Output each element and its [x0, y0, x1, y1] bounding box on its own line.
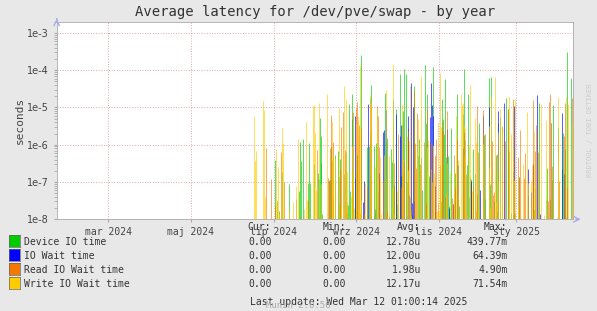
Text: 0.00: 0.00 — [323, 237, 346, 247]
Text: Min:: Min: — [322, 221, 346, 231]
Text: 0.00: 0.00 — [323, 279, 346, 289]
Title: Average latency for /dev/pve/swap - by year: Average latency for /dev/pve/swap - by y… — [135, 5, 495, 19]
Text: Cur:: Cur: — [248, 221, 271, 231]
Text: Munin 2.0.56: Munin 2.0.56 — [266, 301, 331, 310]
Text: 4.90m: 4.90m — [478, 265, 507, 275]
Text: 12.00u: 12.00u — [386, 251, 421, 261]
Text: 0.00: 0.00 — [248, 279, 272, 289]
Text: 0.00: 0.00 — [248, 265, 272, 275]
Y-axis label: seconds: seconds — [14, 97, 24, 144]
Text: 1.98u: 1.98u — [392, 265, 421, 275]
Text: 0.00: 0.00 — [248, 251, 272, 261]
Text: IO Wait time: IO Wait time — [24, 251, 95, 261]
Text: Read IO Wait time: Read IO Wait time — [24, 265, 124, 275]
Text: 0.00: 0.00 — [323, 265, 346, 275]
Text: Max:: Max: — [484, 221, 507, 231]
Text: 12.17u: 12.17u — [386, 279, 421, 289]
Text: 0.00: 0.00 — [248, 237, 272, 247]
Text: 71.54m: 71.54m — [472, 279, 507, 289]
Text: RRDTOOL / TOBI OETIKER: RRDTOOL / TOBI OETIKER — [587, 84, 593, 177]
Text: Avg:: Avg: — [397, 221, 420, 231]
Text: 439.77m: 439.77m — [466, 237, 507, 247]
Text: 12.78u: 12.78u — [386, 237, 421, 247]
Text: 64.39m: 64.39m — [472, 251, 507, 261]
Text: Write IO Wait time: Write IO Wait time — [24, 279, 130, 289]
Text: 0.00: 0.00 — [323, 251, 346, 261]
Text: Device IO time: Device IO time — [24, 237, 107, 247]
Text: Last update: Wed Mar 12 01:00:14 2025: Last update: Wed Mar 12 01:00:14 2025 — [250, 297, 467, 307]
